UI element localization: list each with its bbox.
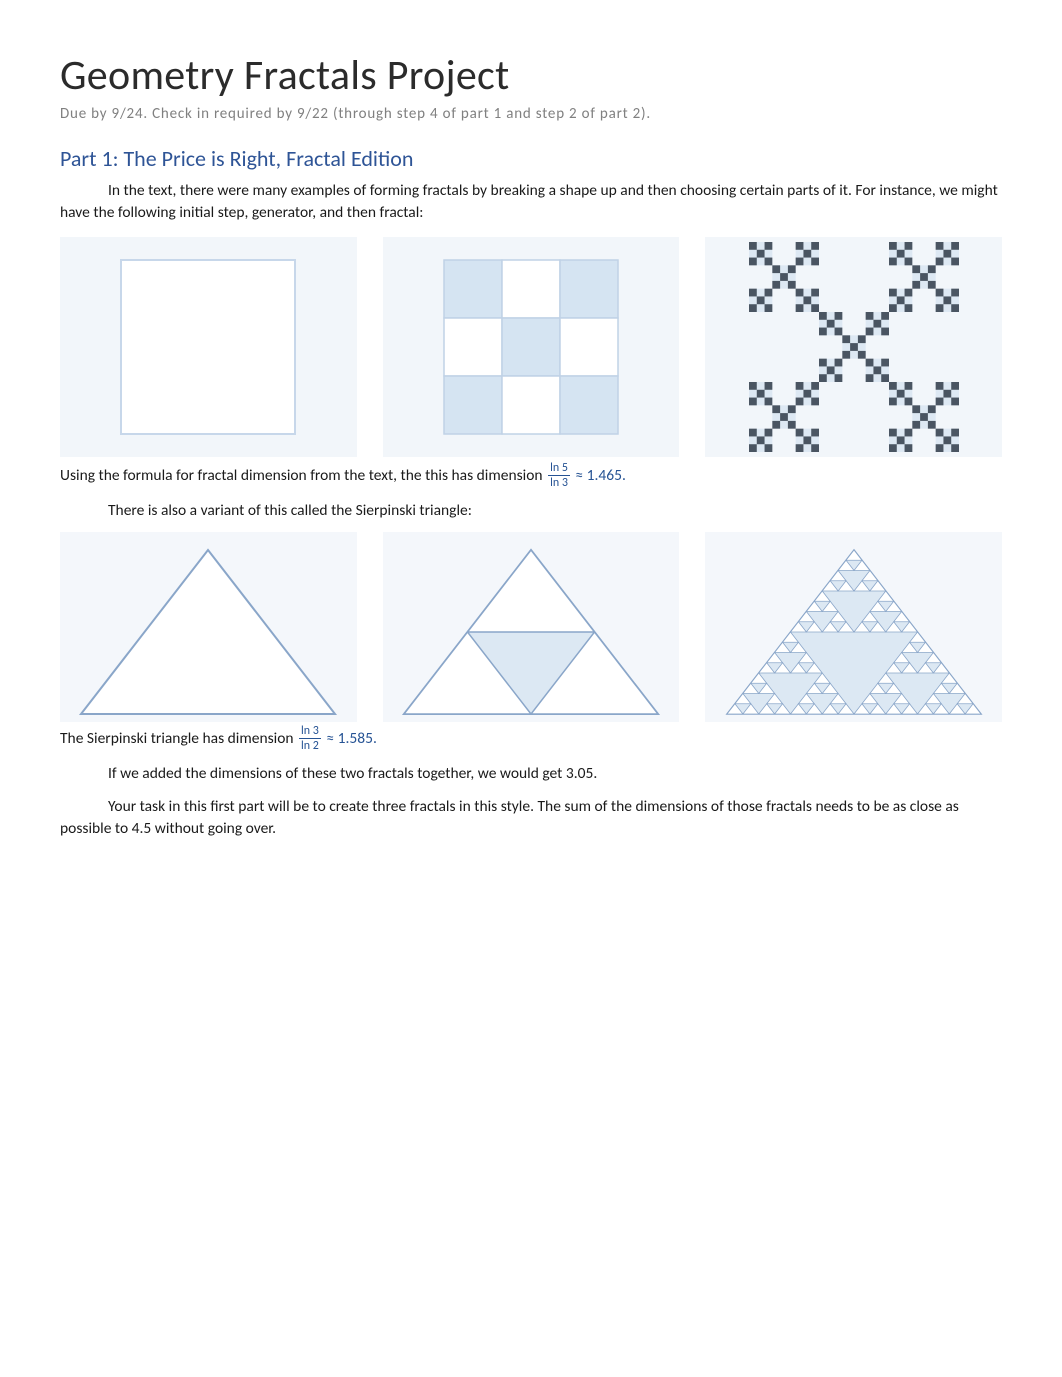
page-subtitle: Due by 9/24. Check in required by 9/22 (…: [60, 105, 1002, 123]
vicsek-icon: [749, 242, 959, 452]
frac1-numerator: ln 5: [548, 462, 570, 476]
frac2-numerator: ln 3: [299, 725, 321, 739]
paragraph-2: Using the formula for fractal dimension …: [60, 463, 1002, 490]
sierpinski-icon: [719, 542, 989, 722]
figure-generator-grid: [383, 237, 680, 457]
p2-pre: Using the formula for fractal dimension …: [60, 466, 546, 485]
figure-row-squares: [60, 237, 1002, 457]
paragraph-6: Your task in this first part will be to …: [60, 796, 1002, 841]
frac2-denominator: ln 2: [299, 739, 321, 752]
section-1-header: Part 1: The Price is Right, Fractal Edit…: [60, 145, 1002, 172]
fraction-1: ln 5ln 3: [548, 462, 570, 489]
figure-row-triangles: [60, 532, 1002, 722]
figure-triangle-stage1: [383, 532, 680, 722]
square-icon: [113, 252, 303, 442]
figure-triangle-sierpinski: [705, 532, 1002, 722]
paragraph-3: There is also a variant of this called t…: [60, 500, 1002, 522]
page-title: Geometry Fractals Project: [60, 50, 1002, 101]
p4-post: ≈ 1.585.: [323, 730, 377, 749]
fraction-2: ln 3ln 2: [299, 725, 321, 752]
triangle1-icon: [396, 542, 666, 722]
figure-triangle-stage0: [60, 532, 357, 722]
p2-post: ≈ 1.465.: [572, 466, 626, 485]
figure-initial-square: [60, 237, 357, 457]
figure-vicsek-fractal: [705, 237, 1002, 457]
triangle0-icon: [73, 542, 343, 722]
paragraph-1: In the text, there were many examples of…: [60, 180, 1002, 225]
p4-pre: The Sierpinski triangle has dimension: [60, 730, 297, 749]
grid-icon: [436, 252, 626, 442]
paragraph-5: If we added the dimensions of these two …: [60, 763, 1002, 785]
paragraph-4: The Sierpinski triangle has dimension ln…: [60, 726, 1002, 753]
frac1-denominator: ln 3: [548, 476, 570, 489]
